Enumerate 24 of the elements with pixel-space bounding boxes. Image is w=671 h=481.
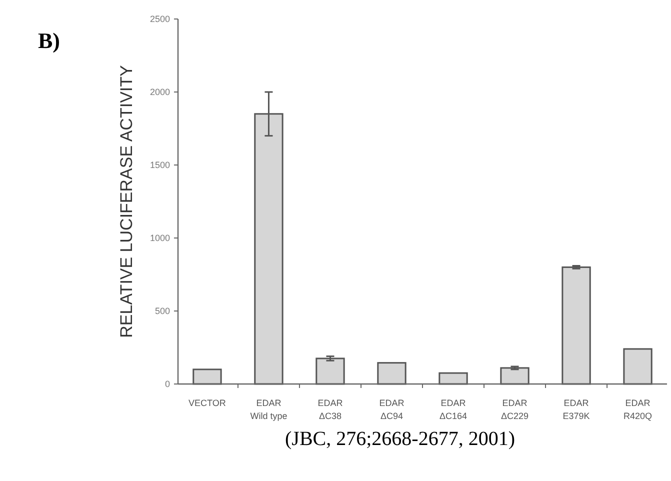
x-tick-label: EDAR Wild type [250, 398, 288, 421]
text: (JBC, 276;2668-2677, 2001) [285, 428, 515, 450]
bar [377, 362, 406, 385]
y-tick-label: 0 [164, 379, 170, 390]
text: B) [38, 28, 60, 53]
y-axis-title: RELATIVE LUCIFERASE ACTIVITY [117, 65, 136, 338]
x-tick-label: EDAR E379K [562, 398, 590, 421]
x-tick-label: VECTOR [188, 398, 226, 408]
x-tick-label: EDAR ΔC94 [379, 398, 405, 421]
y-tick-label: 2000 [150, 87, 170, 98]
bar [623, 348, 652, 385]
x-tick-label: EDAR ΔC164 [439, 398, 468, 421]
y-tick-label: 2500 [150, 14, 170, 24]
y-tick-label: 500 [154, 306, 170, 316]
bar [316, 358, 345, 385]
x-tick-label: EDAR ΔC229 [501, 398, 529, 421]
bar [562, 266, 591, 385]
x-tick-label: EDAR R420Q [624, 398, 652, 421]
bar [500, 367, 530, 385]
y-tick-label: 1500 [150, 160, 170, 170]
y-tick-label: 1000 [150, 233, 170, 244]
bar [192, 368, 222, 385]
bar [438, 372, 468, 385]
x-tick-label: EDAR ΔC38 [318, 398, 344, 421]
